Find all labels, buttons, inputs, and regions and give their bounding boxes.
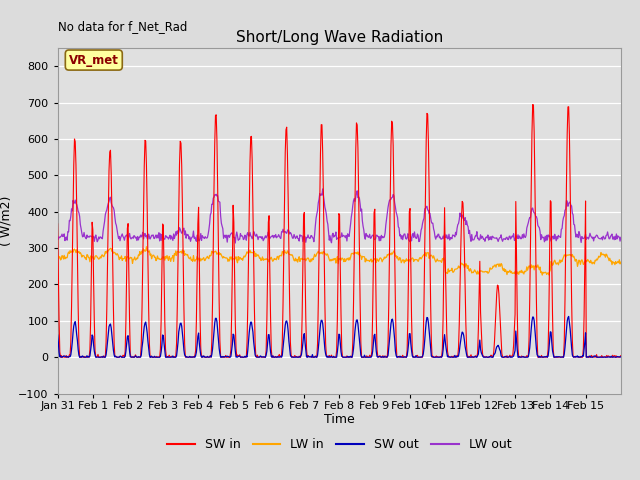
Legend: SW in, LW in, SW out, LW out: SW in, LW in, SW out, LW out	[162, 433, 516, 456]
Title: Short/Long Wave Radiation: Short/Long Wave Radiation	[236, 30, 443, 46]
X-axis label: Time: Time	[324, 413, 355, 426]
Text: VR_met: VR_met	[69, 54, 119, 67]
Y-axis label: ( W/m2): ( W/m2)	[0, 196, 13, 246]
Text: No data for f_Net_Rad: No data for f_Net_Rad	[58, 20, 187, 33]
